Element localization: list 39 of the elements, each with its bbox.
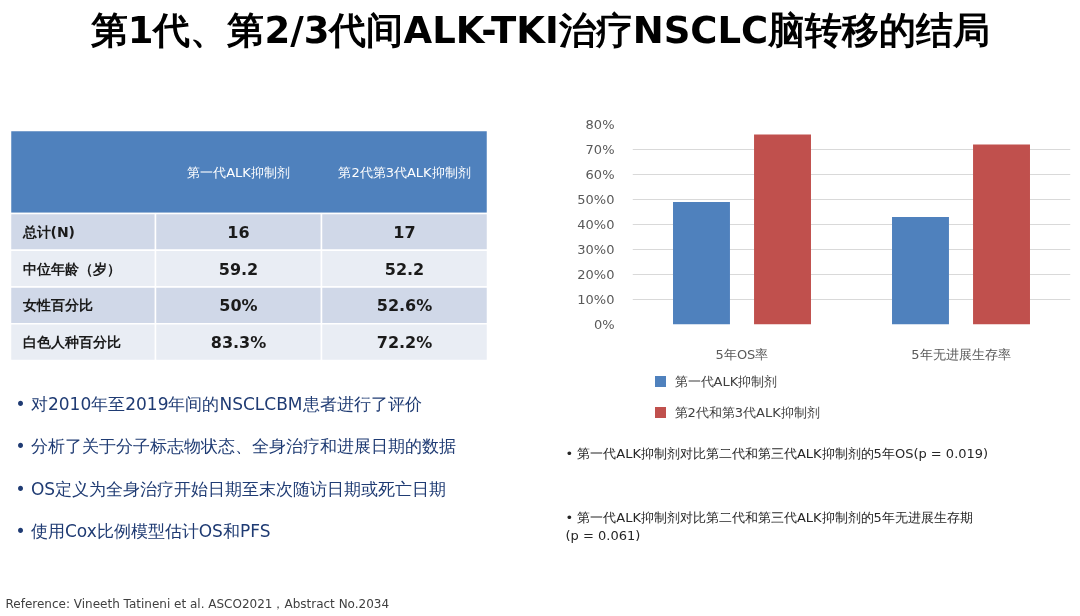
y-tick-label: 80% xyxy=(585,117,615,132)
y-tick-label: 50%0 xyxy=(577,192,615,207)
y-tick-label: 20%0 xyxy=(577,267,615,282)
text: 17 xyxy=(393,222,416,242)
text: 50% xyxy=(219,295,258,315)
bar xyxy=(754,134,811,325)
category-label: 白色人种百分比 xyxy=(22,334,121,351)
category-label: 中位年龄（岁） xyxy=(22,260,121,277)
bar xyxy=(973,144,1030,325)
y-tick-label: 70% xyxy=(585,142,615,157)
y-tick-label: 0% xyxy=(593,317,615,332)
legend-label: 第一代ALK抑制剂 xyxy=(674,374,778,389)
bar xyxy=(892,217,949,325)
category-label: 总计(N) xyxy=(22,223,76,240)
y-tick-label: 10%0 xyxy=(577,292,615,307)
text: 52.2 xyxy=(384,259,425,279)
y-tick-label: 60% xyxy=(585,167,615,182)
text: Reference: Vineeth Tatineni et al. ASCO2021，Abstract No.2034 xyxy=(5,596,390,611)
y-tick-label: 30%0 xyxy=(577,242,615,257)
y-tick-label: 40%0 xyxy=(577,217,615,232)
text: 52.6% xyxy=(376,295,433,315)
category-label: 第一代ALK抑制剂 xyxy=(187,164,290,180)
text: • 使用Cox比例模型估计OS和PFS xyxy=(15,521,271,541)
text: 83.3% xyxy=(210,332,267,352)
bar xyxy=(673,202,730,325)
legend-label: 第2代和第3代ALK抑制剂 xyxy=(674,405,820,420)
text: 16 xyxy=(227,222,250,242)
text: • OS定义为全身治疗开始日期至末次随访日期或死亡日期 xyxy=(15,478,447,499)
category-label: 第2代第3代ALK抑制剂 xyxy=(338,164,471,180)
category-label: 女性百分比 xyxy=(22,297,93,314)
text: 第1代、第2/3代间ALK-TKI治疗NSCLC脑转移的结局 xyxy=(89,9,991,52)
x-tick-label: 5年无进展生存率 xyxy=(911,346,1011,362)
text: 59.2 xyxy=(218,259,259,279)
text: • 分析了关于分子标志物状态、全身治疗和进展日期的数据 xyxy=(15,436,456,456)
text: • 第一代ALK抑制剂对比第二代和第三代ALK抑制剂的5年OS(p = 0.019) xyxy=(565,445,989,461)
text: • 对2010年至2019年间的NSCLCBM患者进行了评价 xyxy=(15,393,422,414)
text: • 第一代ALK抑制剂对比第二代和第三代ALK抑制剂的5年无进展生存期 (p = 0.061) xyxy=(565,509,973,543)
x-tick-label: 5年OS率 xyxy=(715,346,769,362)
text: 72.2% xyxy=(376,332,433,352)
